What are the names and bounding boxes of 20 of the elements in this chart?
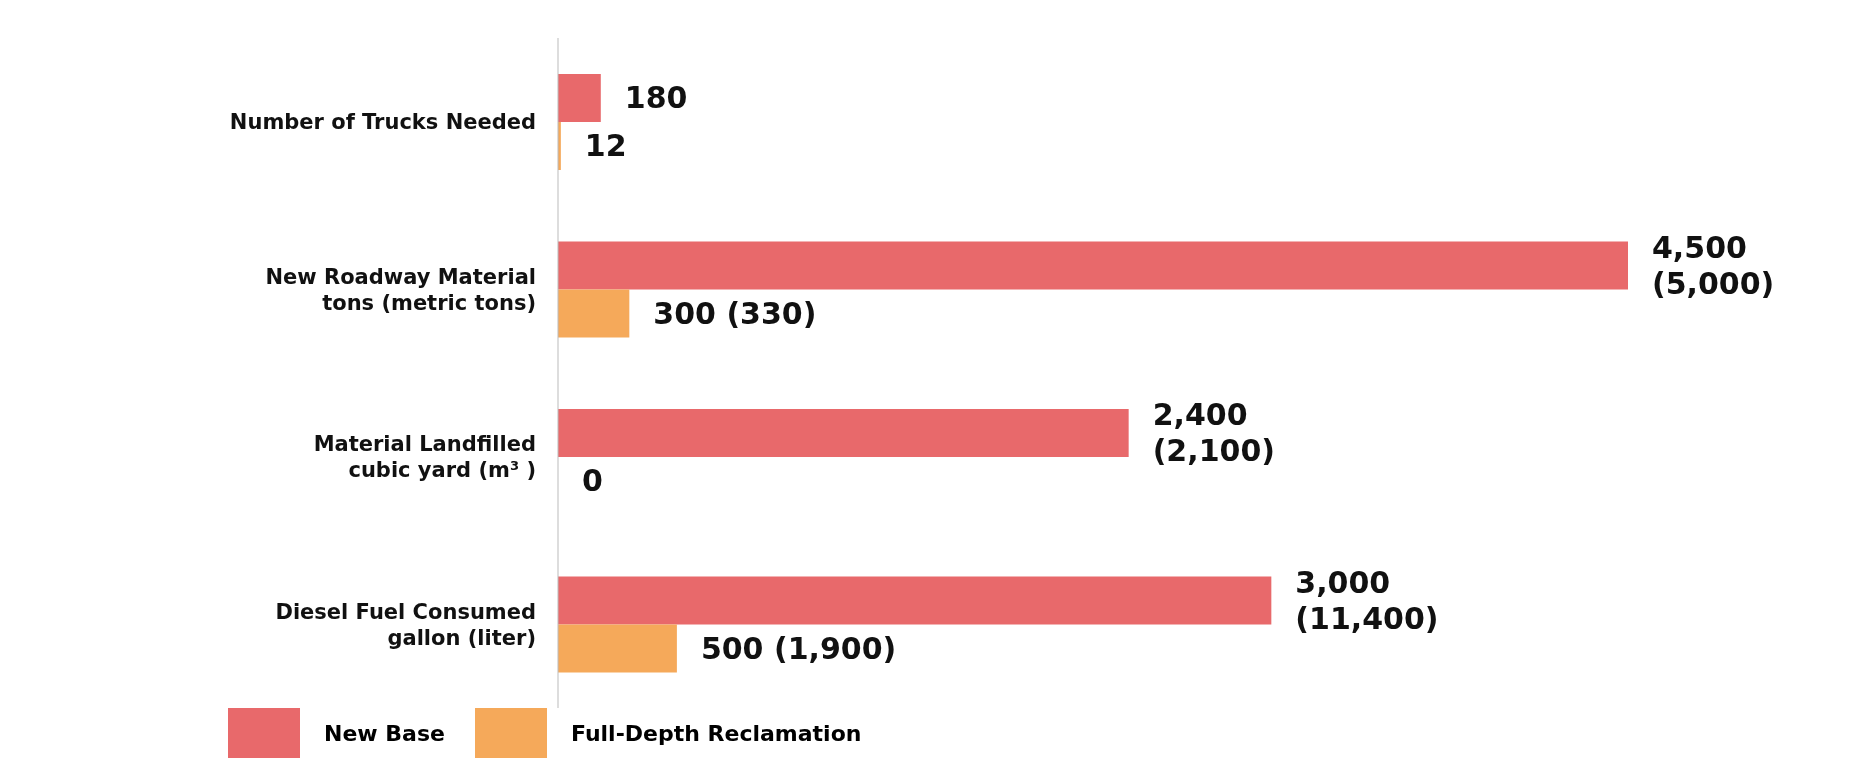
y-tick-label: Number of Trucks Needed	[229, 110, 536, 135]
bar	[558, 74, 601, 122]
bar	[558, 576, 1272, 625]
data-label: 3,000 (11,400)	[1295, 564, 1439, 636]
y-tick-label: New Roadway Material tons (metric tons)	[265, 264, 536, 315]
data-label: 12	[584, 128, 627, 164]
data-label: 180	[624, 80, 688, 116]
data-label: 500 (1,900)	[700, 630, 897, 666]
legend-label: Full-Depth Reclamation	[570, 720, 862, 746]
data-label: 2,400 (2,100)	[1152, 397, 1275, 469]
legend-label: New Base	[324, 720, 445, 746]
y-tick-label: Diesel Fuel Consumed gallon (liter)	[275, 599, 536, 650]
data-label: 300 (330)	[653, 295, 817, 331]
bar	[558, 241, 1628, 290]
data-label: 0	[582, 463, 603, 499]
data-label: 4,500 (5,000)	[1652, 229, 1775, 301]
bar	[558, 624, 677, 673]
bar	[558, 289, 630, 338]
y-tick-label: Material Landfilled cubic yard (m³ )	[313, 432, 536, 483]
bar	[558, 409, 1129, 457]
